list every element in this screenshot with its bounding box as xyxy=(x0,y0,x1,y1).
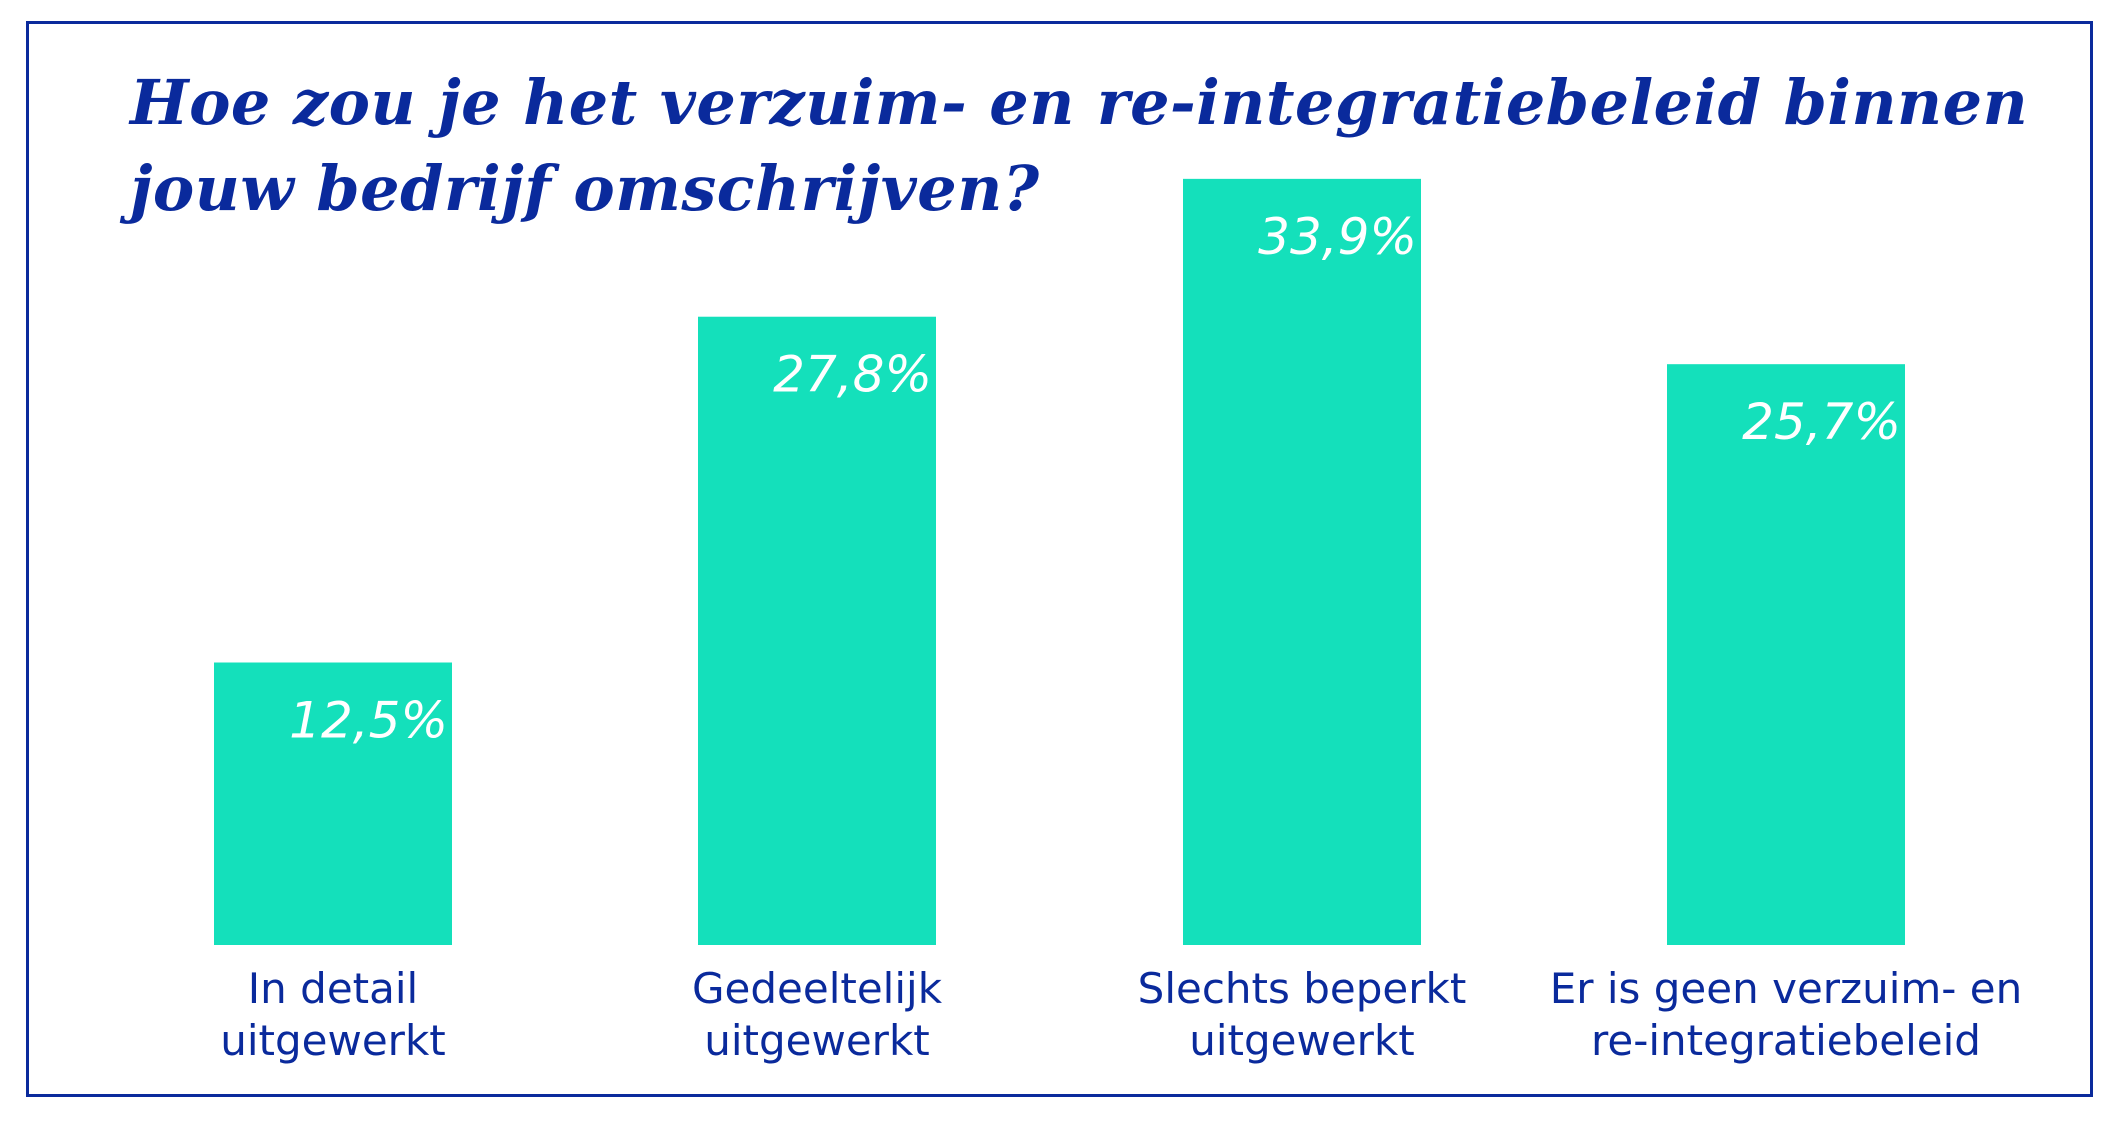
value-label-1: 12,5% xyxy=(289,692,448,750)
value-label-group: 12,5% 27,8% 33,9% 25,7% xyxy=(289,208,1901,750)
category-label-4-line-1: Er is geen verzuim- en xyxy=(1550,964,2023,1013)
chart-title-line-1: Hoe zou je het verzuim- en re-integratie… xyxy=(130,66,2029,139)
value-label-2: 27,8% xyxy=(773,346,932,404)
chart-title: Hoe zou je het verzuim- en re-integratie… xyxy=(130,60,2030,232)
category-label-1-line-2: uitgewerkt xyxy=(220,1016,446,1065)
category-label-2-line-2: uitgewerkt xyxy=(704,1016,930,1065)
value-label-4: 25,7% xyxy=(1742,393,1901,451)
chart-title-line-2: jouw bedrijf omschrijven? xyxy=(130,152,1040,225)
bar-group xyxy=(214,178,1905,946)
category-label-4-line-2: re-integratiebeleid xyxy=(1591,1016,1981,1065)
bar-2 xyxy=(698,316,936,946)
category-label-group: In detailuitgewerktGedeeltelijkuitgewerk… xyxy=(220,964,2022,1065)
bar-1 xyxy=(214,662,452,945)
category-label-3-line-2: uitgewerkt xyxy=(1189,1016,1415,1065)
value-label-3: 33,9% xyxy=(1258,208,1417,266)
category-label-2-line-1: Gedeeltelijk xyxy=(692,964,943,1013)
category-label-1-line-1: In detail xyxy=(248,964,418,1013)
bar-4 xyxy=(1667,364,1905,945)
bar-3 xyxy=(1183,178,1421,946)
category-label-3-line-1: Slechts beperkt xyxy=(1138,964,1467,1013)
chart-frame xyxy=(26,21,2093,1097)
